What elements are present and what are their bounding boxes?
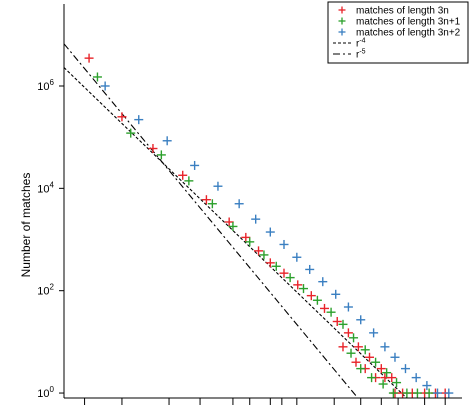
- reference-line: [63, 67, 407, 399]
- y-tick-label: 100: [37, 385, 54, 400]
- data-point: [306, 291, 316, 301]
- legend-label: r-5: [356, 49, 366, 61]
- data-point: [184, 176, 194, 186]
- series: [84, 53, 450, 398]
- data-point: [201, 195, 211, 205]
- data-point: [190, 160, 200, 170]
- legend-marker: [338, 17, 346, 25]
- y-tick-label: 106: [37, 78, 54, 93]
- data-point: [376, 364, 386, 374]
- data-point: [412, 388, 422, 398]
- legend-label: matches of length 3n+2: [356, 28, 461, 39]
- data-point: [422, 381, 432, 391]
- data-point: [241, 232, 251, 242]
- data-point: [380, 373, 390, 383]
- data-point: [367, 373, 377, 383]
- data-point: [369, 328, 379, 338]
- data-point: [271, 261, 281, 271]
- series: [100, 81, 454, 398]
- data-point: [356, 364, 366, 374]
- data-point: [84, 53, 94, 63]
- x-axis: [84, 398, 446, 405]
- data-point: [400, 364, 410, 374]
- data-point: [285, 273, 295, 283]
- data-point: [343, 302, 353, 312]
- data-point: [365, 352, 375, 362]
- data-point: [259, 250, 269, 260]
- data-point: [148, 144, 158, 154]
- data-point: [433, 388, 443, 398]
- data-point: [346, 348, 356, 358]
- data-point: [162, 136, 172, 146]
- data-points: [84, 53, 454, 398]
- data-point: [126, 128, 136, 138]
- legend-marker: [338, 6, 346, 14]
- data-point: [292, 252, 302, 262]
- data-point: [298, 284, 308, 294]
- data-point: [380, 342, 390, 352]
- data-point: [178, 170, 188, 180]
- reference-lines: [63, 43, 407, 399]
- y-tick-label: 102: [37, 283, 54, 298]
- data-point: [338, 342, 348, 352]
- data-point: [326, 307, 336, 317]
- data-point: [156, 150, 166, 160]
- data-point: [382, 368, 392, 378]
- data-point: [213, 181, 223, 191]
- y-axis-title: Number of matches: [19, 173, 33, 278]
- data-point: [100, 81, 110, 91]
- data-point: [360, 345, 370, 355]
- data-point: [319, 303, 329, 313]
- data-point: [424, 388, 434, 398]
- data-point: [331, 289, 341, 299]
- data-point: [134, 115, 144, 125]
- data-point: [234, 199, 244, 209]
- legend-label: matches of length 3n: [356, 6, 449, 17]
- data-point: [390, 352, 400, 362]
- data-point: [312, 295, 322, 305]
- data-point: [279, 268, 289, 278]
- data-point: [411, 373, 421, 383]
- data-point: [356, 315, 366, 325]
- data-point: [343, 328, 353, 338]
- data-point: [353, 342, 363, 352]
- data-point: [265, 258, 275, 268]
- data-point: [224, 217, 234, 227]
- data-point: [351, 357, 361, 367]
- data-point: [293, 280, 303, 290]
- legend-marker: [338, 28, 346, 36]
- data-point: [388, 388, 398, 398]
- data-point: [279, 239, 289, 249]
- data-point: [402, 388, 412, 398]
- y-axis: 100 102 104 106: [37, 78, 64, 400]
- data-point: [371, 357, 381, 367]
- series: [92, 72, 434, 398]
- data-point: [332, 317, 342, 327]
- data-point: [117, 112, 127, 122]
- data-point: [245, 237, 255, 247]
- data-point: [207, 199, 217, 209]
- data-point: [444, 388, 454, 398]
- y-tick-label: 104: [37, 180, 54, 195]
- data-point: [392, 378, 402, 388]
- legend-label: r-4: [356, 38, 366, 50]
- reference-line: [63, 43, 359, 399]
- legend-box: [327, 1, 469, 64]
- data-point: [318, 277, 328, 287]
- data-point: [228, 221, 238, 231]
- legend-label: matches of length 3n+1: [356, 17, 461, 28]
- data-point: [265, 227, 275, 237]
- data-point: [254, 246, 264, 256]
- data-point: [92, 72, 102, 82]
- data-point: [378, 379, 388, 389]
- data-point: [251, 214, 261, 224]
- plot-frame: [63, 4, 462, 399]
- data-point: [305, 264, 315, 274]
- data-point: [338, 319, 348, 329]
- data-point: [349, 333, 359, 343]
